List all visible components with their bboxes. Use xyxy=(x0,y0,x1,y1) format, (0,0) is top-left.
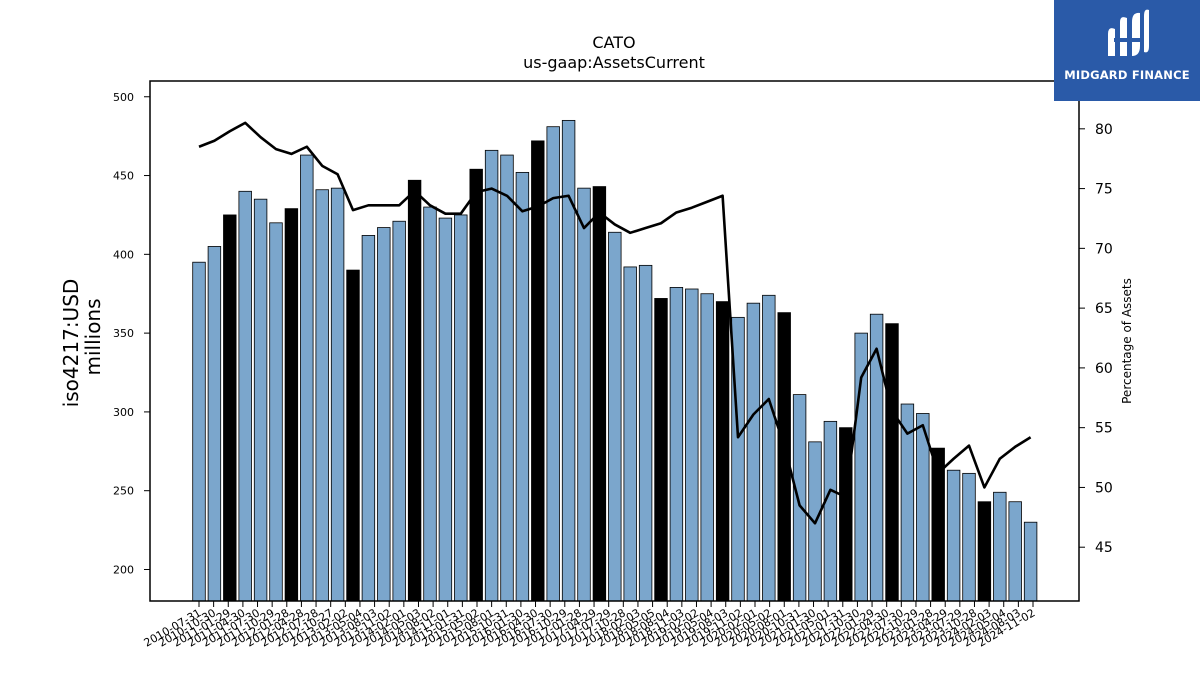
y2-tick-label: 65 xyxy=(1095,301,1113,317)
line-group xyxy=(198,121,1032,525)
bars-group xyxy=(192,119,1038,602)
y-axis: 200 250 300 350 400 450 500 xyxy=(113,91,150,576)
midgard-logo-icon xyxy=(1108,9,1149,57)
bar xyxy=(823,420,838,602)
bar xyxy=(392,220,406,602)
bar xyxy=(469,168,483,602)
bar xyxy=(377,227,391,602)
bar xyxy=(715,301,730,602)
bar xyxy=(700,293,714,602)
y-axis-label: iso4217:USD xyxy=(59,279,83,408)
bar xyxy=(885,323,899,602)
x-axis: 2010-07-312010-10-302011-01-292011-04-30… xyxy=(142,601,1038,650)
bar xyxy=(284,208,299,602)
bar xyxy=(346,269,360,602)
bar xyxy=(623,266,637,602)
bar xyxy=(484,149,499,602)
bar xyxy=(561,119,576,602)
bar xyxy=(438,217,453,602)
bar xyxy=(269,222,283,602)
bar xyxy=(223,214,237,602)
bar xyxy=(638,264,653,602)
logo-badge: MIDGARD FINANCE xyxy=(1054,0,1200,101)
y-tick-label: 250 xyxy=(113,485,134,498)
y2-tick-label: 75 xyxy=(1095,182,1113,198)
bar xyxy=(238,190,252,602)
y-tick-label: 500 xyxy=(113,91,134,104)
bar xyxy=(361,235,376,602)
y-tick-label: 350 xyxy=(113,327,134,340)
bar xyxy=(962,472,976,602)
bar xyxy=(192,261,206,602)
bar xyxy=(454,214,468,602)
y-axis-label-units: millions xyxy=(81,298,105,375)
bar xyxy=(407,179,422,602)
percentage-line xyxy=(198,121,1032,525)
y2-axis: 45 50 55 60 65 70 75 80 xyxy=(1079,122,1113,556)
bar xyxy=(207,246,222,602)
bar xyxy=(946,469,961,602)
bar xyxy=(1008,501,1022,602)
bar xyxy=(977,501,992,602)
bar xyxy=(315,189,329,602)
bar xyxy=(762,294,776,602)
y2-tick-label: 60 xyxy=(1095,361,1113,377)
y2-tick-label: 80 xyxy=(1095,122,1113,138)
bar xyxy=(515,171,530,602)
y2-tick-label: 45 xyxy=(1095,540,1113,556)
y-tick-label: 200 xyxy=(113,563,134,576)
bar xyxy=(330,187,345,602)
bar xyxy=(592,186,607,602)
y2-tick-label: 50 xyxy=(1095,480,1113,496)
bar xyxy=(300,154,314,602)
plot-frame xyxy=(149,80,1080,602)
bar xyxy=(531,140,545,602)
y2-tick-label: 55 xyxy=(1095,421,1113,437)
chart-subtitle: us-gaap:AssetsCurrent xyxy=(523,53,705,72)
bar xyxy=(654,298,668,602)
bar xyxy=(993,491,1007,602)
y-tick-label: 400 xyxy=(113,248,134,261)
chart-title: CATO xyxy=(592,33,635,52)
bar xyxy=(854,332,868,602)
bar xyxy=(685,288,699,602)
y-tick-label: 450 xyxy=(113,170,134,183)
bar xyxy=(253,198,268,602)
bar xyxy=(500,154,514,602)
bar xyxy=(777,312,791,602)
y2-tick-label: 70 xyxy=(1095,241,1113,257)
bar xyxy=(608,231,622,602)
y-tick-label: 300 xyxy=(113,406,134,419)
bar xyxy=(1023,521,1038,602)
logo-text: MIDGARD FINANCE xyxy=(1064,68,1190,82)
y2-axis-label: Percentage of Assets xyxy=(1120,278,1134,404)
bar xyxy=(792,394,807,602)
bar xyxy=(669,287,684,602)
bar xyxy=(577,187,591,602)
bar xyxy=(423,206,437,602)
bar xyxy=(746,302,761,602)
